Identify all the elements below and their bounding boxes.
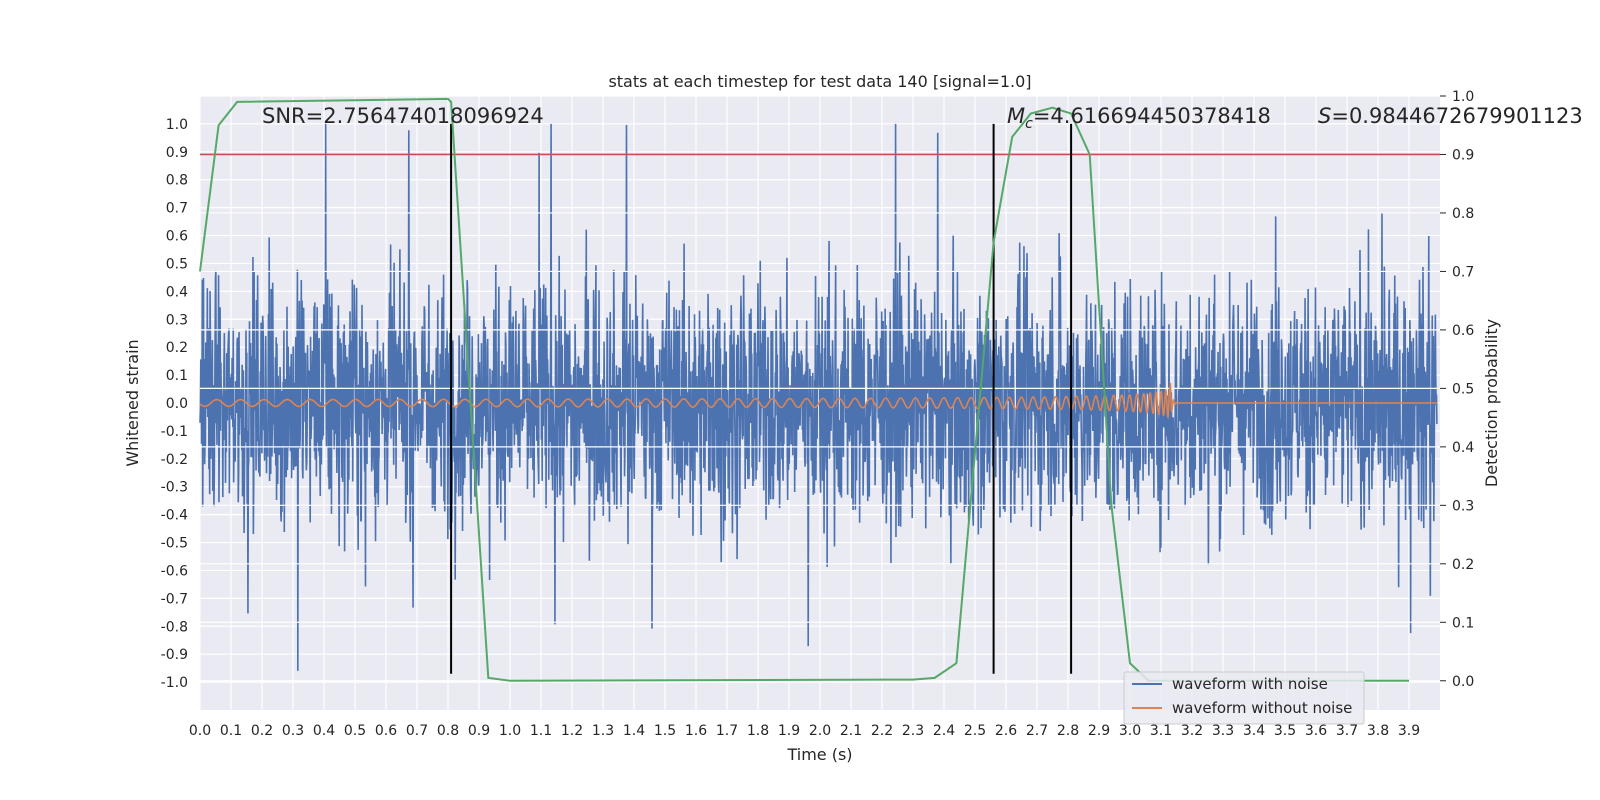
x-tick-label: 3.3 [1212,723,1234,739]
x-tick-label: 0.1 [220,723,242,739]
score-symbol: S [1318,104,1331,128]
x-tick-label: 3.2 [1181,723,1203,739]
x-tick-label: 2.3 [902,723,924,739]
y-tick-label-left: 0.9 [166,145,188,161]
score-value: =0.9844672679901123 [1331,104,1582,128]
y-tick-label-left: 0.7 [166,201,188,217]
x-tick-label: 0.5 [344,723,366,739]
chirp-series [199,382,1437,420]
x-tick-label: 3.4 [1243,723,1265,739]
legend-label-clean: waveform without noise [1172,699,1352,717]
x-tick-label: 3.1 [1150,723,1172,739]
x-tick-label: 2.5 [964,723,986,739]
x-tick-label: 2.9 [1088,723,1110,739]
y-tick-label-right: 0.8 [1452,206,1474,222]
y-tick-label-left: -0.3 [161,480,188,496]
x-tick-label: 1.1 [530,723,552,739]
noise-series [199,123,1438,671]
x-tick-label: 3.8 [1367,723,1389,739]
y-tick-label-left: 0.8 [166,173,188,189]
overlay-series [199,97,1440,682]
x-tick-label: 1.4 [623,723,645,739]
y-tick-label-left: 0.2 [166,340,188,356]
y-tick-label-left: -0.8 [161,619,188,635]
y-tick-label-right: 0.7 [1452,264,1474,280]
x-axis-label: Time (s) [786,745,852,764]
y-tick-label-right: 0.0 [1452,674,1474,690]
y-tick-label-right: 0.6 [1452,323,1474,339]
x-tick-label: 3.5 [1274,723,1296,739]
x-tick-label: 0.9 [468,723,490,739]
x-tick-label: 3.9 [1398,723,1420,739]
chirp-mass-subscript: c [1025,116,1033,132]
legend-box [1123,671,1365,725]
y-tick-label-right: 0.2 [1452,557,1474,573]
chirp-mass-symbol: M [1007,104,1025,128]
y-tick-label-left: -0.1 [161,424,188,440]
y-tick-label-left: -1.0 [161,675,188,691]
x-tick-label: 2.1 [840,723,862,739]
x-tick-label: 2.0 [809,723,831,739]
y-tick-label-right: 0.5 [1452,381,1474,397]
detection-probability-line [199,97,1409,682]
x-tick-label: 0.3 [282,723,304,739]
x-tick-label: 2.6 [995,723,1017,739]
y-tick-label-left: 1.0 [166,117,188,133]
chirp-mass-annotation: Mc=4.616694450378418 [1007,104,1271,132]
y-tick-label-left: -0.9 [161,647,188,663]
y-tick-label-left: -0.7 [161,591,188,607]
y-tick-label-left: -0.4 [161,508,188,524]
x-tick-label: 0.7 [406,723,428,739]
x-tick-label: 1.0 [499,723,521,739]
x-tick-label: 3.6 [1305,723,1327,739]
y-tick-label-left: -0.6 [161,563,188,579]
clean-waveform-line [199,382,1437,420]
legend: waveform with noise waveform without noi… [1123,671,1365,725]
y-tick-label-left: 0.3 [166,312,188,328]
x-tick-label: 1.2 [561,723,583,739]
x-tick-label: 0.6 [375,723,397,739]
grid-overlay [200,95,1440,682]
x-tick-label: 1.6 [685,723,707,739]
legend-label-noise: waveform with noise [1172,675,1328,693]
x-tick-label: 2.2 [871,723,893,739]
x-tick-label: 2.7 [1026,723,1048,739]
y-tick-label-right: 0.1 [1452,615,1474,631]
x-tick-label: 0.2 [251,723,273,739]
ticks: 0.0 0.1 0.2 0.3 0.4 0.5 0.6 0.7 0.8 0.9 1.0 1.1 1.2 1… [161,89,1475,739]
y-tick-label-right: 0.3 [1452,498,1474,514]
chart-title: stats at each timestep for test data 140… [608,72,1031,91]
x-tick-label: 2.8 [1057,723,1079,739]
x-tick-label: 0.4 [313,723,335,739]
snr-annotation: SNR=2.756474018096924 [262,104,544,128]
y-tick-label-left: -0.5 [161,536,188,552]
noise-waveform-line [199,123,1438,671]
x-tick-label: 1.7 [716,723,738,739]
y-tick-label-right: 1.0 [1452,89,1474,105]
y-tick-label-left: -0.2 [161,452,188,468]
y-axis-label-left: Whitened strain [123,339,142,466]
y-tick-label-left: 0.1 [166,368,188,384]
y-axis-label-right: Detection probability [1482,319,1501,487]
x-tick-label: 1.9 [778,723,800,739]
y-tick-label-left: 0.6 [166,229,188,245]
x-tick-label: 3.0 [1119,723,1141,739]
y-tick-label-left: 0.5 [166,256,188,272]
y-tick-label-right: 0.9 [1452,147,1474,163]
chirp-mass-value: =4.616694450378418 [1033,104,1271,128]
x-tick-label: 1.8 [747,723,769,739]
x-tick-label: 3.7 [1336,723,1358,739]
x-tick-label: 0.0 [189,723,211,739]
score-annotation: S=0.9844672679901123 [1318,104,1583,128]
y-tick-label-left: 0.4 [166,284,188,300]
x-tick-label: 1.3 [592,723,614,739]
y-tick-label-left: 0.0 [166,396,188,412]
x-tick-label: 1.5 [654,723,676,739]
x-tick-label: 0.8 [437,723,459,739]
x-tick-label: 2.4 [933,723,955,739]
y-tick-label-right: 0.4 [1452,440,1474,456]
